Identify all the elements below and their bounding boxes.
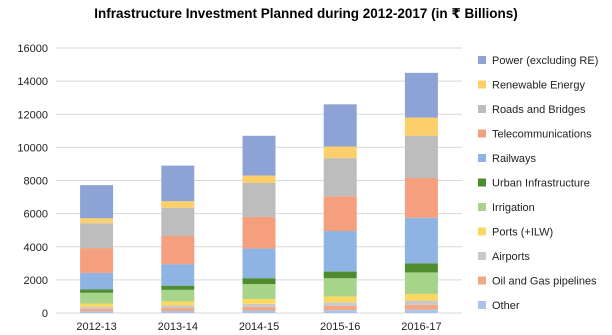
bar-segment bbox=[323, 278, 357, 297]
y-tick-label: 4000 bbox=[24, 242, 48, 254]
legend-swatch bbox=[478, 203, 486, 211]
bar-segment bbox=[404, 72, 438, 118]
bar-segment bbox=[80, 306, 114, 309]
bar-segment bbox=[323, 231, 357, 272]
legend-label: Renewable Energy bbox=[492, 80, 585, 92]
legend-label: Power (excluding RE) bbox=[492, 55, 598, 67]
bar-segment bbox=[80, 248, 114, 273]
bar-segment bbox=[404, 293, 438, 301]
bar-segment bbox=[323, 305, 357, 311]
bar-segment bbox=[323, 104, 357, 147]
bar-segment bbox=[323, 158, 357, 197]
bar-segment bbox=[242, 248, 276, 279]
x-tick-label: 2013-14 bbox=[158, 321, 198, 333]
bar-segment bbox=[404, 178, 438, 218]
legend-label: Oil and Gas pipelines bbox=[492, 276, 597, 288]
bar-segment bbox=[323, 146, 357, 159]
bar-segment bbox=[404, 300, 438, 305]
legend-label: Irrigation bbox=[492, 202, 535, 214]
bar-segment bbox=[242, 216, 276, 249]
legend-swatch bbox=[478, 276, 486, 285]
bar-segment bbox=[242, 278, 276, 285]
legend-swatch bbox=[478, 154, 486, 162]
bar-segment bbox=[323, 271, 357, 279]
legend-label: Railways bbox=[492, 153, 537, 165]
bar-segment bbox=[80, 185, 114, 219]
bar-segment bbox=[242, 182, 276, 217]
bars bbox=[80, 72, 438, 313]
bar-segment bbox=[404, 263, 438, 273]
y-tick-label: 16000 bbox=[17, 43, 48, 55]
bar-segment bbox=[80, 311, 114, 313]
bar-segment bbox=[404, 217, 438, 264]
bar-segment bbox=[161, 301, 195, 306]
y-tick-label: 14000 bbox=[17, 76, 48, 88]
legend: Power (excluding RE) Renewable Energy Road… bbox=[478, 55, 598, 312]
x-tick-label: 2015-16 bbox=[320, 321, 360, 333]
x-tick-label: 2014-15 bbox=[239, 321, 279, 333]
y-tick-label: 10000 bbox=[17, 142, 48, 154]
bar-segment bbox=[161, 165, 195, 202]
bar-segment bbox=[242, 135, 276, 176]
bar-segment bbox=[242, 310, 276, 313]
bar-segment bbox=[161, 235, 195, 265]
bar-segment bbox=[80, 289, 114, 293]
bar-segment bbox=[404, 309, 438, 313]
y-tick-label: 0 bbox=[42, 308, 48, 320]
bar-segment bbox=[80, 303, 114, 307]
bar-segment bbox=[404, 135, 438, 179]
x-tick-label: 2012-13 bbox=[76, 321, 116, 333]
bar-segment bbox=[80, 223, 114, 249]
bar-segment bbox=[242, 284, 276, 299]
bar-segment bbox=[161, 201, 195, 208]
legend-label: Roads and Bridges bbox=[492, 104, 586, 116]
bar-segment bbox=[323, 302, 357, 306]
legend-swatch bbox=[478, 105, 486, 113]
legend-label: Ports (+ILW) bbox=[492, 227, 553, 239]
y-tick-label: 2000 bbox=[24, 275, 48, 287]
bar-segment bbox=[404, 272, 438, 294]
bar-segment bbox=[80, 292, 114, 304]
bar-segment bbox=[161, 289, 195, 302]
y-tick-label: 6000 bbox=[24, 209, 48, 221]
bar-segment bbox=[80, 308, 114, 312]
bar-segment bbox=[242, 175, 276, 183]
bar-segment bbox=[242, 306, 276, 311]
x-axis-tick-labels: 2012-13 2013-14 2014-15 2015-16 2016-17 bbox=[76, 321, 441, 333]
y-axis-tick-labels: 0 2000 4000 6000 8000 10000 12000 14000 16000 bbox=[17, 43, 48, 320]
bar-segment bbox=[161, 207, 195, 236]
bar-segment bbox=[404, 304, 438, 310]
bar-segment bbox=[323, 196, 357, 232]
legend-label: Airports bbox=[492, 251, 530, 263]
legend-swatch bbox=[478, 301, 486, 309]
legend-label: Telecommunications bbox=[492, 129, 592, 141]
legend-swatch bbox=[478, 178, 486, 187]
chart-title: Infrastructure Investment Planned during… bbox=[94, 6, 518, 21]
x-tick-label: 2016-17 bbox=[401, 321, 441, 333]
legend-swatch bbox=[478, 129, 486, 138]
legend-label: Urban Infrastructure bbox=[492, 178, 590, 190]
bar-segment bbox=[161, 305, 195, 309]
bar-segment bbox=[80, 218, 114, 224]
bar-segment bbox=[80, 272, 114, 290]
bar-segment bbox=[161, 285, 195, 290]
bar-segment bbox=[404, 117, 438, 136]
bar-segment bbox=[323, 310, 357, 313]
bar-segment bbox=[242, 303, 276, 307]
y-tick-label: 8000 bbox=[24, 176, 48, 188]
bar-segment bbox=[161, 311, 195, 313]
bar-segment bbox=[242, 298, 276, 304]
legend-swatch bbox=[478, 252, 486, 260]
legend-swatch bbox=[478, 80, 486, 89]
bar-segment bbox=[161, 264, 195, 286]
bar-segment bbox=[323, 296, 357, 303]
legend-swatch bbox=[478, 227, 486, 236]
legend-swatch bbox=[478, 56, 486, 64]
y-tick-label: 12000 bbox=[17, 109, 48, 121]
bar-segment bbox=[161, 308, 195, 312]
legend-label: Other bbox=[492, 300, 520, 312]
